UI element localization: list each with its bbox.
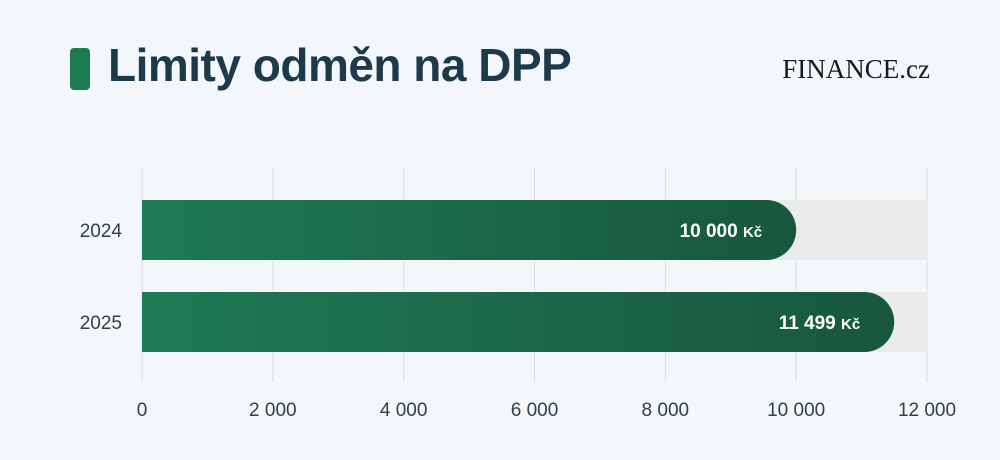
x-tick-label-0: 0 [137, 400, 148, 421]
brand-logo: FINANCE.cz [782, 54, 930, 84]
x-tick-label-2: 4 000 [380, 400, 428, 421]
page-title: Limity odměn na DPP [108, 39, 572, 91]
category-label-2024: 2024 [80, 221, 123, 242]
x-tick-label-4: 8 000 [642, 400, 690, 421]
x-tick-label-3: 6 000 [511, 400, 559, 421]
value-label-2025: 11 499 Kč [779, 313, 861, 334]
category-label-2025: 2025 [80, 313, 122, 334]
title-accent-bar [70, 48, 90, 90]
x-tick-label-1: 2 000 [249, 400, 297, 421]
bar-2025 [142, 292, 895, 352]
x-tick-label-5: 10 000 [767, 400, 825, 421]
bar-2024 [142, 200, 797, 260]
value-label-2024: 10 000 Kč [680, 221, 763, 242]
x-tick-label-6: 12 000 [898, 400, 956, 421]
